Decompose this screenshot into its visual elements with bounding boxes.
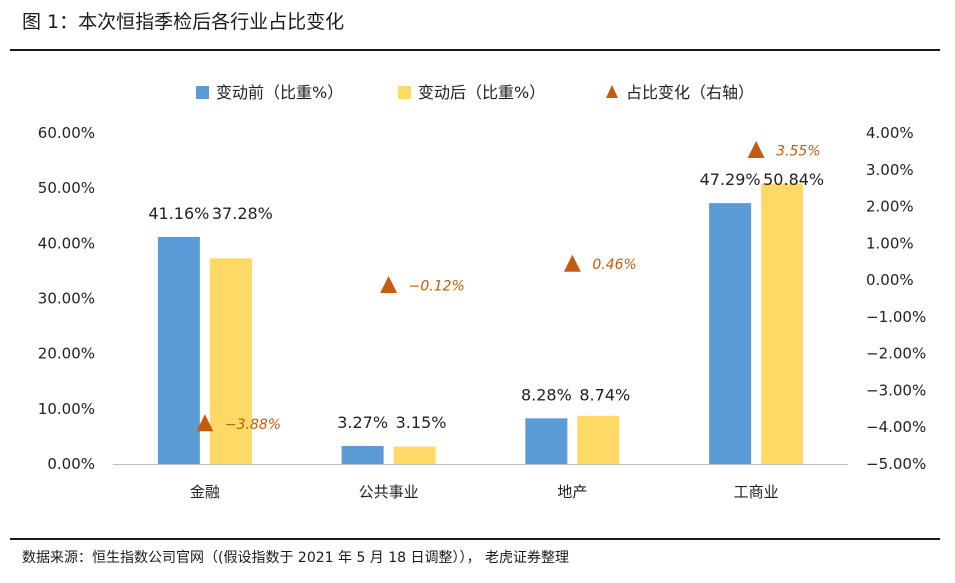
category-label: 地产 [557, 483, 587, 501]
bar-before-label: 3.27% [337, 413, 388, 432]
change-marker [196, 414, 214, 432]
bar-before [709, 203, 752, 465]
category-label: 工商业 [734, 483, 779, 501]
change-label: −0.12% [409, 279, 465, 295]
bar-before-label: 8.28% [521, 385, 572, 404]
bar-after [209, 258, 252, 464]
right-tick-label: −1.00% [866, 308, 926, 326]
legend-label: 变动后（比重%） [418, 83, 545, 102]
bar-before [341, 445, 384, 464]
change-label: 3.55% [776, 144, 820, 160]
right-tick-label: −2.00% [866, 345, 926, 363]
legend-swatch [196, 86, 209, 99]
category-label: 金融 [190, 483, 220, 501]
bar-before-label: 47.29% [700, 170, 761, 189]
change-label: −3.88% [225, 417, 281, 433]
bar-after [761, 183, 804, 465]
right-tick-label: 1.00% [866, 234, 914, 252]
category-label: 公共事业 [359, 483, 419, 501]
right-tick-label: −3.00% [866, 381, 926, 399]
change-marker [380, 276, 398, 294]
top-rule [10, 49, 940, 51]
legend-label: 占比变化（右轴） [626, 83, 754, 102]
legend-swatch [398, 86, 411, 99]
right-tick-label: 0.00% [866, 271, 914, 289]
left-tick-label: 60.00% [38, 124, 95, 142]
left-tick-label: 30.00% [38, 290, 95, 308]
bar-after [393, 446, 436, 464]
figure-title: 图 1：本次恒指季检后各行业占比变化 [22, 11, 345, 33]
right-tick-label: −4.00% [866, 418, 926, 436]
left-tick-label: 50.00% [38, 179, 95, 197]
bar-before-label: 41.16% [148, 204, 209, 223]
legend-swatch [606, 85, 618, 98]
left-tick-label: 20.00% [38, 345, 95, 363]
change-marker [563, 254, 581, 272]
bar-before [525, 418, 568, 464]
change-label: 0.46% [592, 257, 636, 273]
bar-before [157, 236, 200, 464]
bottom-rule [10, 538, 940, 540]
left-tick-label: 0.00% [47, 455, 95, 473]
source-note: 数据来源：恒生指数公司官网（(假设指数于 2021 年 5 月 18 日调整））… [22, 550, 569, 566]
bar-after-label: 3.15% [396, 413, 447, 432]
right-tick-label: 4.00% [866, 124, 914, 142]
legend-label: 变动前（比重%） [216, 83, 343, 102]
bar-after [577, 415, 620, 464]
bar-after-label: 8.74% [579, 385, 630, 404]
bar-after-label: 50.84% [763, 170, 824, 189]
right-tick-label: 3.00% [866, 161, 914, 179]
change-marker [747, 141, 765, 159]
right-tick-label: −5.00% [866, 455, 926, 473]
left-tick-label: 40.00% [38, 234, 95, 252]
right-tick-label: 2.00% [866, 198, 914, 216]
left-tick-label: 10.00% [38, 400, 95, 418]
bar-after-label: 37.28% [212, 204, 273, 223]
